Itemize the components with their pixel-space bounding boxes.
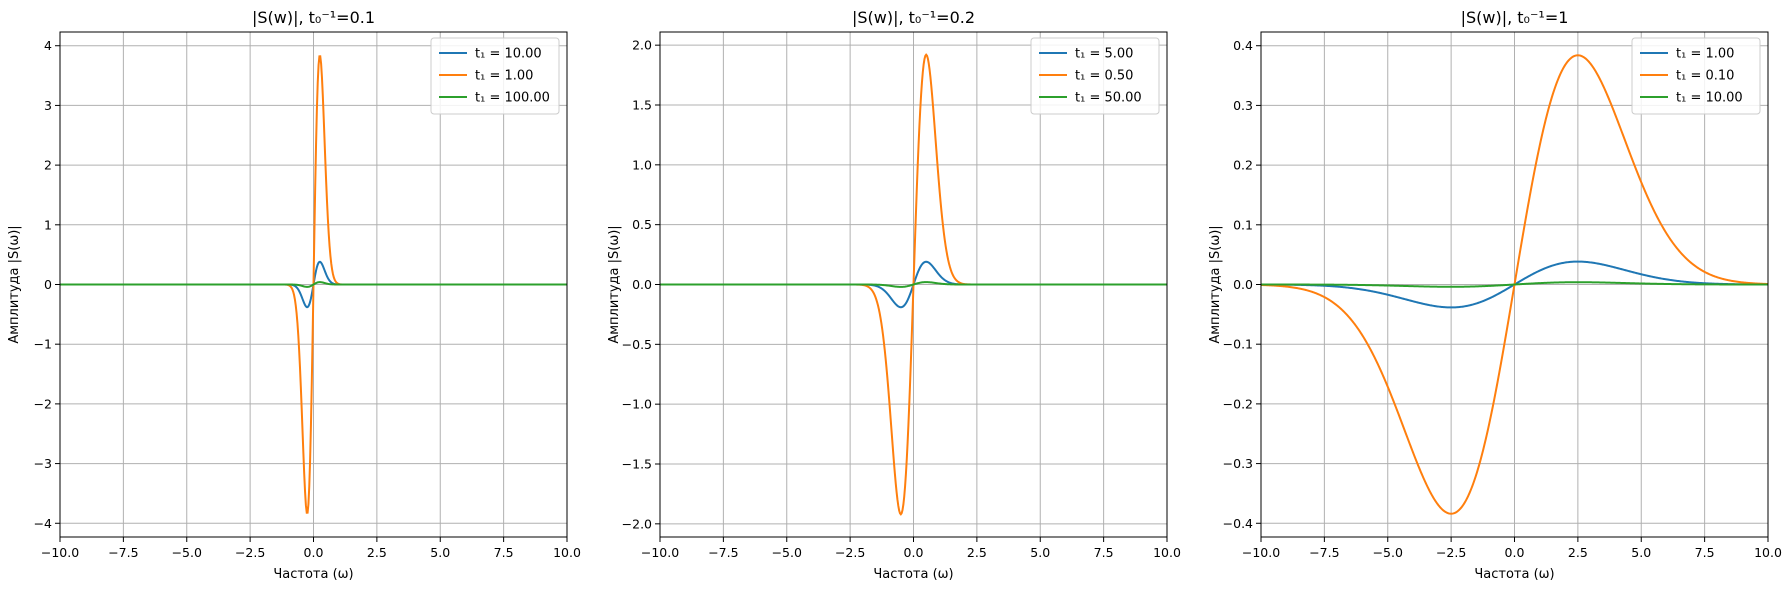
y-tick-label: 0.0	[632, 277, 652, 292]
y-tick-label: 4	[44, 38, 52, 53]
x-axis-label: Частота (ω)	[273, 567, 353, 582]
subplot-title: |S(w)|, t₀⁻¹=0.1	[252, 8, 375, 27]
x-tick-label: 2.5	[1568, 545, 1588, 560]
subplot-title: |S(w)|, t₀⁻¹=0.2	[852, 8, 975, 27]
legend-box	[1631, 37, 1761, 115]
subplot-1: −10.0 −7.5 −5.0 −2.5 0.0 2.5 5.0 7.5 10.0 −4 −3 −2 −…	[7, 8, 581, 582]
y-tick-label: 0.3	[1233, 98, 1253, 113]
x-tick-label: 7.5	[1695, 545, 1715, 560]
legend-box	[1030, 37, 1160, 115]
y-tick-label: −0.3	[1223, 456, 1253, 471]
x-tick-label: −5.0	[772, 545, 802, 560]
x-tick-label: 10.0	[553, 545, 581, 560]
x-tick-label: 5.0	[1631, 545, 1651, 560]
y-tick-label: −1	[34, 337, 52, 352]
x-tick-label: −10.0	[1242, 545, 1280, 560]
x-tick-label: 0.0	[904, 545, 924, 560]
legend: t₁ = 1.00 t₁ = 0.10 t₁ = 10.00	[1631, 37, 1761, 115]
y-tick-label: 0.5	[632, 217, 652, 232]
x-tick-label: −2.5	[835, 545, 865, 560]
y-tick-label: −4	[34, 516, 52, 531]
legend-label: t₁ = 0.50	[1075, 69, 1133, 84]
x-tick-label: 7.5	[1094, 545, 1114, 560]
series-line-3	[660, 281, 1167, 288]
x-axis-label: Частота (ω)	[873, 567, 953, 582]
y-tick-label: 0.1	[1233, 217, 1253, 232]
series-line-3	[1261, 281, 1768, 288]
x-tick-label: 5.0	[430, 545, 450, 560]
x-tick-label: −10.0	[41, 545, 79, 560]
y-tick-label: −0.5	[622, 337, 652, 352]
y-tick-label: 0	[44, 277, 52, 292]
x-tick-label: 2.5	[967, 545, 987, 560]
legend-label: t₁ = 10.00	[475, 47, 542, 62]
legend: t₁ = 5.00 t₁ = 0.50 t₁ = 50.00	[1030, 37, 1160, 115]
legend-label: t₁ = 50.00	[1075, 91, 1142, 106]
y-axis-label: Амплитуда |S(ω)|	[607, 225, 622, 343]
y-axis-label: Амплитуда |S(ω)|	[7, 225, 22, 343]
y-tick-label: −3	[34, 456, 52, 471]
x-tick-label: 10.0	[1754, 545, 1782, 560]
x-tick-label: −7.5	[708, 545, 738, 560]
legend-label: t₁ = 1.00	[475, 69, 533, 84]
legend-label: t₁ = 5.00	[1075, 47, 1133, 62]
x-tick-label: −7.5	[1309, 545, 1339, 560]
series-line-3	[60, 281, 567, 288]
x-tick-label: −5.0	[172, 545, 202, 560]
y-tick-label: −0.2	[1223, 396, 1253, 411]
legend-label: t₁ = 100.00	[475, 91, 550, 106]
x-axis-label: Частота (ω)	[1474, 567, 1554, 582]
y-tick-label: 2.0	[632, 38, 652, 53]
legend-label: t₁ = 0.10	[1676, 69, 1734, 84]
y-tick-label: −2.0	[622, 516, 652, 531]
legend-label: t₁ = 1.00	[1676, 47, 1734, 62]
y-tick-label: −0.4	[1223, 516, 1253, 531]
y-tick-label: −1.5	[622, 457, 652, 472]
x-tick-label: 7.5	[494, 545, 514, 560]
y-axis-label: Амплитуда |S(ω)|	[1208, 225, 1223, 343]
x-tick-label: −7.5	[108, 545, 138, 560]
x-tick-label: 5.0	[1030, 545, 1050, 560]
y-tick-label: 0.2	[1233, 158, 1253, 173]
legend-label: t₁ = 10.00	[1676, 91, 1743, 106]
y-tick-label: 1.5	[632, 97, 652, 112]
y-tick-label: 1	[44, 217, 52, 232]
x-tick-label: −2.5	[1436, 545, 1466, 560]
y-tick-label: −1.0	[622, 397, 652, 412]
x-tick-label: 0.0	[1505, 545, 1525, 560]
y-tick-label: −2	[34, 396, 52, 411]
x-tick-label: 0.0	[304, 545, 324, 560]
subplot-3: −10.0 −7.5 −5.0 −2.5 0.0 2.5 5.0 7.5 10.0 −0.4 −0.…	[1208, 8, 1782, 582]
x-tick-label: 10.0	[1153, 545, 1181, 560]
x-tick-label: −5.0	[1373, 545, 1403, 560]
y-tick-label: 0.0	[1233, 277, 1253, 292]
y-tick-label: 1.0	[632, 157, 652, 172]
y-tick-label: 3	[44, 98, 52, 113]
subplot-title: |S(w)|, t₀⁻¹=1	[1461, 8, 1569, 27]
subplot-2: −10.0 −7.5 −5.0 −2.5 0.0 2.5 5.0 7.5 10.0 −2.0 −1.…	[607, 8, 1181, 582]
x-tick-label: −10.0	[641, 545, 679, 560]
x-tick-label: −2.5	[235, 545, 265, 560]
y-tick-label: 0.4	[1233, 38, 1253, 53]
x-tick-label: 2.5	[367, 545, 387, 560]
y-tick-label: −0.1	[1223, 337, 1253, 352]
y-tick-label: 2	[44, 158, 52, 173]
legend: t₁ = 10.00 t₁ = 1.00 t₁ = 100.00	[430, 37, 560, 115]
legend-box	[430, 37, 560, 115]
